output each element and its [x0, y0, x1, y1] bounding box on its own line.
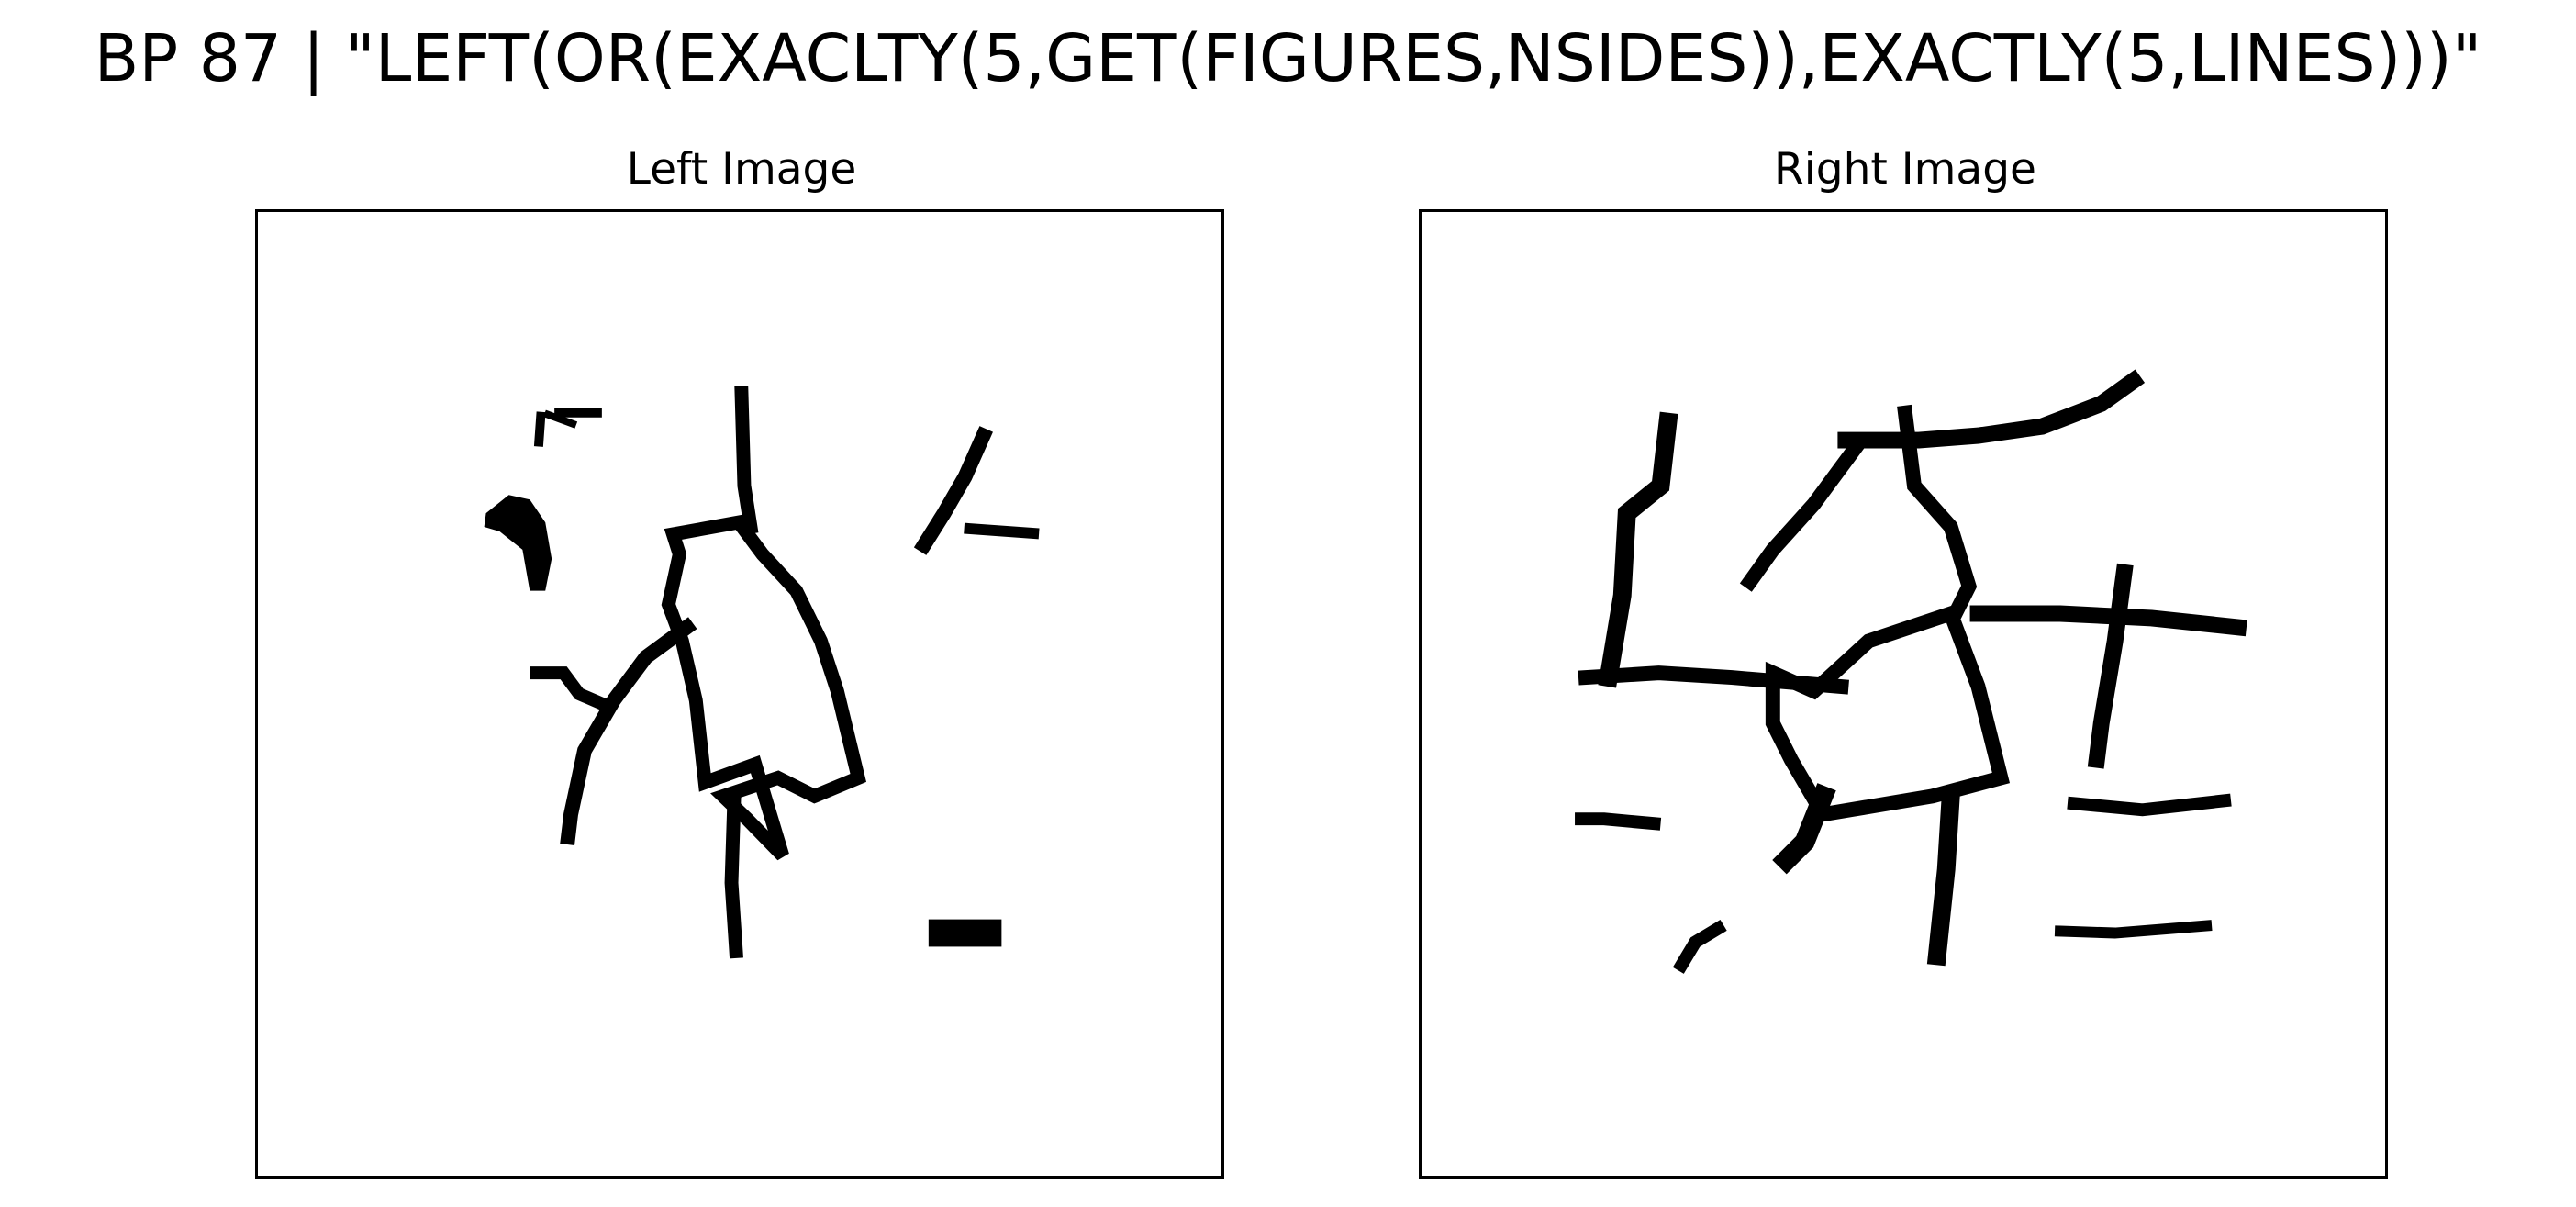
right-vertical-join [1897, 404, 1978, 624]
right-lower-right-stroke [2067, 793, 2232, 817]
left-upper-right-stroke [913, 426, 993, 555]
right-bottom-vertical [1926, 786, 1961, 967]
left-bottom-rect [928, 919, 1002, 947]
right-right-vertical [2087, 563, 2134, 769]
left-closed-figure [661, 514, 867, 861]
left-image-drawing [484, 386, 1040, 959]
left-top-dash-2 [533, 411, 546, 447]
left-top-dash [543, 409, 578, 429]
right-panel-title: Right Image [1774, 144, 2036, 195]
right-bottom-right-stroke [2054, 920, 2213, 939]
right-top-stroke [1837, 369, 2146, 449]
left-vertical-stroke [734, 386, 759, 535]
figure-title: BP 87 | "LEFT(OR(EXACLTY(5,GET(FIGURES,N… [94, 20, 2482, 96]
right-upper-diagonal [1739, 434, 1868, 592]
right-left-vertical [1598, 411, 1678, 688]
right-right-bar [1969, 605, 2247, 637]
right-mid-horizontal [1578, 665, 1849, 695]
left-diagonal-stroke [560, 617, 697, 845]
left-short-dash [964, 522, 1040, 540]
left-image-frame [255, 209, 1224, 1179]
right-closed-figure [1765, 604, 2011, 822]
left-blob [484, 495, 552, 591]
right-lower-blob-stroke [1772, 783, 1836, 875]
left-branch-stroke [530, 666, 613, 714]
right-bottom-left-stroke [1672, 919, 1727, 974]
left-panel-title: Left Image [626, 144, 857, 195]
right-image-frame [1419, 209, 2388, 1179]
right-left-small-stroke [1575, 812, 1662, 831]
left-lower-stub [724, 790, 743, 959]
right-image-drawing [1575, 369, 2247, 974]
